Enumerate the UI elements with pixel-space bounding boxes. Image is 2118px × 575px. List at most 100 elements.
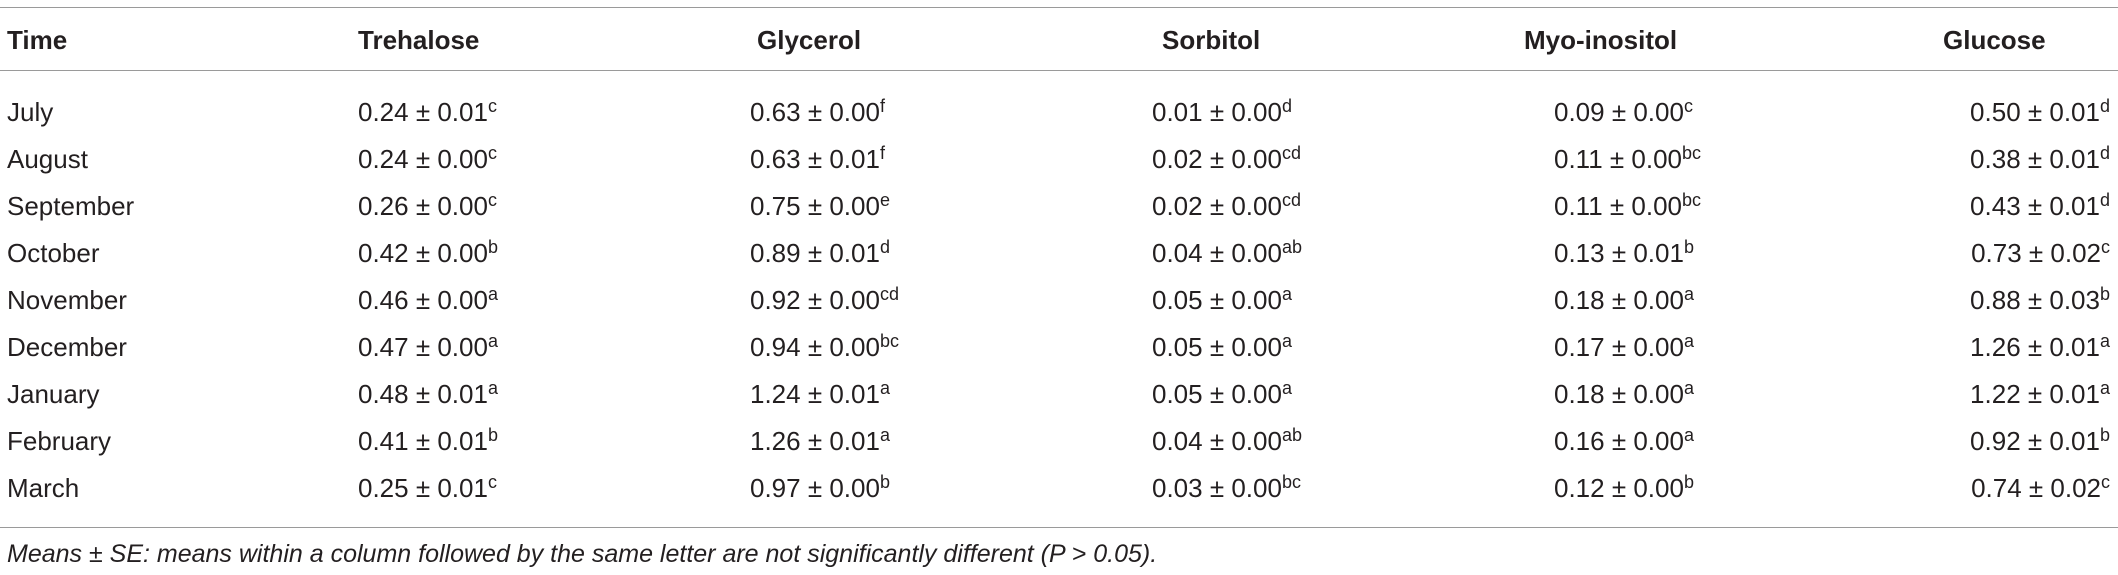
significance-letter: d [879, 237, 890, 257]
cell-value: 1.24 ± 0.01 [750, 379, 880, 409]
table-cell: 0.02 ± 0.00cd [1152, 144, 1301, 174]
cell-value: 0.02 ± 0.00 [1152, 191, 1282, 221]
cell-value: 0.16 ± 0.00 [1554, 426, 1684, 456]
table-cell: 0.41 ± 0.01b [358, 426, 498, 456]
cell-value: 0.09 ± 0.00 [1554, 97, 1684, 127]
footnote: Means ± SE: means within a column follow… [7, 540, 1158, 568]
significance-letter: c [487, 96, 497, 116]
column-header: Glucose [1943, 25, 2046, 55]
significance-letter: c [2101, 237, 2110, 257]
table-cell: 1.26 ± 0.01a [1970, 332, 2110, 362]
table-cell: 0.24 ± 0.00c [358, 144, 497, 174]
cell-value: 0.17 ± 0.00 [1554, 332, 1684, 362]
cell-value: 0.94 ± 0.00 [750, 332, 880, 362]
significance-letter: a [2099, 331, 2110, 351]
cell-value: 0.24 ± 0.01 [358, 97, 488, 127]
table-cell: 0.16 ± 0.00a [1554, 426, 1694, 456]
cell-value: 0.03 ± 0.00 [1152, 473, 1282, 503]
table-cell: 0.74 ± 0.02c [1971, 473, 2110, 503]
cell-value: 0.73 ± 0.02 [1971, 238, 2101, 268]
cell-value: 0.63 ± 0.00 [750, 97, 880, 127]
table-cell: 1.24 ± 0.01a [750, 379, 890, 409]
table-cell: 0.09 ± 0.00c [1554, 97, 1693, 127]
table-cell: 0.46 ± 0.00a [358, 285, 498, 315]
cell-value: 0.63 ± 0.01 [750, 144, 880, 174]
significance-letter: a [2099, 378, 2110, 398]
cell-value: 0.24 ± 0.00 [358, 144, 488, 174]
table-cell: 0.89 ± 0.01d [750, 238, 890, 268]
table-cell: 0.92 ± 0.01b [1970, 426, 2110, 456]
significance-letter: bc [879, 331, 899, 351]
row-label: December [7, 332, 127, 362]
significance-letter: a [879, 425, 890, 445]
cell-value: 0.18 ± 0.00 [1554, 379, 1684, 409]
table-cell: 0.02 ± 0.00cd [1152, 191, 1301, 221]
cell-value: 0.43 ± 0.01 [1970, 191, 2100, 221]
bottom-rule [0, 527, 2118, 528]
cell-value: 0.02 ± 0.00 [1152, 144, 1282, 174]
significance-letter: b [2099, 284, 2110, 304]
significance-letter: b [879, 472, 890, 492]
significance-letter: a [1683, 284, 1694, 304]
significance-letter: a [487, 284, 498, 304]
significance-letter: c [487, 472, 497, 492]
cell-value: 0.25 ± 0.01 [358, 473, 488, 503]
table-cell: 0.24 ± 0.01c [358, 97, 497, 127]
table-cell: 0.04 ± 0.00ab [1152, 238, 1302, 268]
column-header: Glycerol [757, 25, 862, 55]
cell-value: 0.42 ± 0.00 [358, 238, 488, 268]
cell-value: 0.46 ± 0.00 [358, 285, 488, 315]
significance-letter: d [2099, 143, 2110, 163]
significance-letter: b [1683, 237, 1694, 257]
significance-letter: a [1683, 425, 1694, 445]
cell-value: 1.22 ± 0.01 [1970, 379, 2100, 409]
cell-value: 0.05 ± 0.00 [1152, 379, 1282, 409]
cell-value: 0.92 ± 0.00 [750, 285, 880, 315]
table-cell: 0.03 ± 0.00bc [1152, 473, 1301, 503]
significance-letter: e [879, 190, 890, 210]
table-cell: 0.12 ± 0.00b [1554, 473, 1694, 503]
row-label: July [7, 97, 54, 127]
cell-value: 0.47 ± 0.00 [358, 332, 488, 362]
significance-letter: b [1683, 472, 1694, 492]
table-cell: 0.92 ± 0.00cd [750, 285, 899, 315]
cell-value: 0.97 ± 0.00 [750, 473, 880, 503]
table-cell: 0.17 ± 0.00a [1554, 332, 1694, 362]
table-cell: 0.01 ± 0.00d [1152, 97, 1292, 127]
table-cell: 0.13 ± 0.01b [1554, 238, 1694, 268]
significance-letter: cd [1281, 143, 1301, 163]
cell-value: 0.05 ± 0.00 [1152, 285, 1282, 315]
significance-letter: bc [1682, 143, 1702, 163]
table-cell: 0.05 ± 0.00a [1152, 285, 1292, 315]
table-cell: 0.26 ± 0.00c [358, 191, 497, 221]
cell-value: 0.41 ± 0.01 [358, 426, 488, 456]
row-label: September [7, 191, 135, 221]
header-rule [0, 70, 2118, 71]
table-cell: 0.73 ± 0.02c [1971, 238, 2110, 268]
significance-letter: d [2099, 96, 2110, 116]
significance-letter: a [1281, 378, 1292, 398]
row-label: March [7, 473, 80, 503]
top-rule [0, 7, 2118, 8]
table-cell: 0.11 ± 0.00bc [1554, 191, 1701, 221]
table-cell: 0.18 ± 0.00a [1554, 285, 1694, 315]
significance-letter: c [487, 190, 497, 210]
significance-letter: a [1683, 331, 1694, 351]
significance-letter: a [487, 378, 498, 398]
significance-letter: b [487, 237, 498, 257]
significance-letter: f [879, 96, 885, 116]
cell-value: 0.26 ± 0.00 [358, 191, 488, 221]
significance-letter: d [2099, 190, 2110, 210]
cell-value: 0.89 ± 0.01 [750, 238, 880, 268]
column-header: Time [7, 25, 68, 55]
cell-value: 0.18 ± 0.00 [1554, 285, 1684, 315]
table-cell: 0.05 ± 0.00a [1152, 332, 1292, 362]
cell-value: 1.26 ± 0.01 [750, 426, 880, 456]
significance-letter: a [1281, 284, 1292, 304]
row-label: August [7, 144, 88, 174]
cell-value: 0.01 ± 0.00 [1152, 97, 1282, 127]
table-cell: 0.18 ± 0.00a [1554, 379, 1694, 409]
cell-value: 0.04 ± 0.00 [1152, 238, 1282, 268]
cell-value: 0.88 ± 0.03 [1970, 285, 2100, 315]
